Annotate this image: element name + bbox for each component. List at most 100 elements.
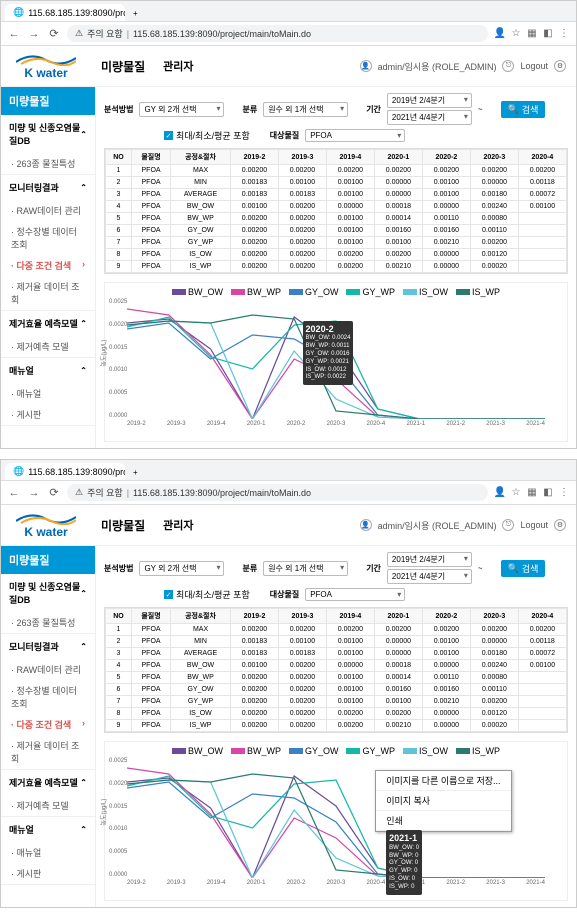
sidebar-item[interactable]: · 매뉴얼 (1, 842, 95, 863)
period-to-select[interactable]: 2021년 4/4분기 (387, 569, 472, 584)
period-from-select[interactable]: 2019년 2/4분기 (387, 93, 472, 108)
back-icon[interactable]: ← (7, 27, 21, 41)
ext-icon[interactable]: ▦ (526, 28, 538, 40)
reload-icon[interactable]: ⟳ (47, 27, 61, 41)
sidebar-item[interactable]: · 제거예측 모델 (1, 795, 95, 816)
sidebar-group[interactable]: 모니터링결과⌃ (1, 634, 95, 659)
sidebar-item[interactable]: · 게시판 (1, 863, 95, 884)
table-row[interactable]: 4PFOABW_OW0.001000.002000.000000.000180.… (106, 660, 567, 672)
table-row[interactable]: 8PFOAIS_OW0.002000.002000.002000.002000.… (106, 249, 567, 261)
table-row[interactable]: 1PFOAMAX0.002000.002000.002000.002000.00… (106, 624, 567, 636)
sidebar-item[interactable]: · 정수장별 데이터 조회 (1, 680, 95, 714)
url-bar[interactable]: ⚠주의 요함|115.68.185.139:8090/project/main/… (67, 484, 488, 501)
line-chart[interactable]: BW_OWBW_WPGY_OWGY_WPIS_OWIS_WP 농도(μg/L) … (104, 282, 568, 442)
substance-select[interactable]: PFOA (305, 129, 405, 142)
context-menu-item[interactable]: 이미지를 다른 이름으로 저장... (376, 771, 510, 791)
period-to-select[interactable]: 2021년 4/4분기 (387, 110, 472, 125)
table-row[interactable]: 9PFOAIS_WP0.002000.002000.002000.002100.… (106, 720, 567, 732)
reload-icon[interactable]: ⟳ (47, 486, 61, 500)
substance-select[interactable]: PFOA (305, 588, 405, 601)
new-tab-button[interactable]: + (125, 465, 146, 480)
settings-icon[interactable]: ⚙ (554, 519, 566, 531)
sidebar-group[interactable]: 제거효율 예측모델⌃ (1, 311, 95, 336)
legend-item[interactable]: IS_OW (403, 746, 448, 756)
sidebar-group[interactable]: 매뉴얼⌃ (1, 358, 95, 383)
back-icon[interactable]: ← (7, 486, 21, 500)
sidebar-item[interactable]: · 정수장별 데이터 조회 (1, 221, 95, 255)
sidebar-item[interactable]: · RAW데이터 관리 (1, 659, 95, 680)
table-row[interactable]: 2PFOAMIN0.001830.001000.001000.000000.00… (106, 636, 567, 648)
search-button[interactable]: 🔍검색 (501, 101, 546, 118)
legend-item[interactable]: GY_OW (289, 746, 339, 756)
sidebar-item[interactable]: · 263종 물질특성 (1, 153, 95, 174)
sidebar-group[interactable]: 미량 및 신종오염물질DB⌃ (1, 115, 95, 153)
legend-item[interactable]: BW_WP (231, 287, 281, 297)
sidebar-item[interactable]: · 제거율 데이터 조회 (1, 735, 95, 769)
sidebar-item[interactable]: · RAW데이터 관리 (1, 200, 95, 221)
legend-item[interactable]: IS_OW (403, 287, 448, 297)
menu-icon[interactable]: ⋮ (558, 28, 570, 40)
logout-icon[interactable]: ⎋ (502, 60, 514, 72)
legend-item[interactable]: BW_OW (172, 746, 223, 756)
menu-icon[interactable]: ⋮ (558, 487, 570, 499)
logout-link[interactable]: Logout (520, 61, 548, 71)
forward-icon[interactable]: → (27, 486, 41, 500)
ext2-icon[interactable]: ◧ (542, 28, 554, 40)
table-row[interactable]: 9PFOAIS_WP0.002000.002000.002000.002100.… (106, 261, 567, 273)
sidebar-item[interactable]: · 다중 조건 검색› (1, 255, 95, 276)
table-row[interactable]: 7PFOAGY_WP0.002000.002000.001000.001000.… (106, 237, 567, 249)
table-row[interactable]: 2PFOAMIN0.001830.001000.001000.000000.00… (106, 177, 567, 189)
table-row[interactable]: 4PFOABW_OW0.001000.002000.000000.000180.… (106, 201, 567, 213)
forward-icon[interactable]: → (27, 27, 41, 41)
legend-item[interactable]: IS_WP (456, 746, 500, 756)
table-row[interactable]: 5PFOABW_WP0.002000.002000.001000.000140.… (106, 672, 567, 684)
line-chart[interactable]: BW_OWBW_WPGY_OWGY_WPIS_OWIS_WP 농도(μg/L) … (104, 741, 568, 901)
profile-icon[interactable]: 👤 (494, 28, 506, 40)
include-stats-checkbox[interactable]: ✓최대/최소/평균 포함 (164, 129, 250, 142)
context-menu-item[interactable]: 이미지 복사 (376, 791, 510, 811)
legend-item[interactable]: GY_WP (346, 287, 395, 297)
table-row[interactable]: 6PFOAGY_OW0.002000.002000.001000.001600.… (106, 225, 567, 237)
table-row[interactable]: 5PFOABW_WP0.002000.002000.001000.000140.… (106, 213, 567, 225)
logout-icon[interactable]: ⎋ (502, 519, 514, 531)
star-icon[interactable]: ☆ (510, 487, 522, 499)
url-bar[interactable]: ⚠주의 요함|115.68.185.139:8090/project/main/… (67, 25, 488, 42)
table-row[interactable]: 7PFOAGY_WP0.002000.002000.001000.001000.… (106, 696, 567, 708)
legend-item[interactable]: IS_WP (456, 287, 500, 297)
profile-icon[interactable]: 👤 (494, 487, 506, 499)
table-row[interactable]: 3PFOAAVERAGE0.001830.001830.001000.00000… (106, 189, 567, 201)
context-menu-item[interactable]: 인쇄 (376, 811, 510, 831)
browser-tab[interactable]: 🌐115.68.185.139:8090/project/h× (5, 4, 125, 21)
sidebar-item[interactable]: · 제거예측 모델 (1, 336, 95, 357)
sidebar-group[interactable]: 모니터링결과⌃ (1, 175, 95, 200)
sidebar-item[interactable]: · 263종 물질특성 (1, 612, 95, 633)
type-select[interactable]: 원수 외 1개 선택 (263, 102, 348, 117)
sidebar-item[interactable]: · 다중 조건 검색› (1, 714, 95, 735)
context-menu[interactable]: 이미지를 다른 이름으로 저장...이미지 복사인쇄 (375, 770, 511, 832)
table-row[interactable]: 8PFOAIS_OW0.002000.002000.002000.002000.… (106, 708, 567, 720)
star-icon[interactable]: ☆ (510, 28, 522, 40)
browser-tab[interactable]: 🌐115.68.185.139:8090/project/h× (5, 463, 125, 480)
settings-icon[interactable]: ⚙ (554, 60, 566, 72)
table-row[interactable]: 3PFOAAVERAGE0.001830.001830.001000.00000… (106, 648, 567, 660)
period-from-select[interactable]: 2019년 2/4분기 (387, 552, 472, 567)
new-tab-button[interactable]: + (125, 6, 146, 21)
legend-item[interactable]: BW_OW (172, 287, 223, 297)
legend-item[interactable]: GY_WP (346, 746, 395, 756)
legend-item[interactable]: BW_WP (231, 746, 281, 756)
method-select[interactable]: GY 외 2개 선택 (139, 102, 224, 117)
sidebar-group[interactable]: 제거효율 예측모델⌃ (1, 770, 95, 795)
legend-item[interactable]: GY_OW (289, 287, 339, 297)
type-select[interactable]: 원수 외 1개 선택 (263, 561, 348, 576)
table-row[interactable]: 6PFOAGY_OW0.002000.002000.001000.001600.… (106, 684, 567, 696)
ext2-icon[interactable]: ◧ (542, 487, 554, 499)
sidebar-group[interactable]: 미량 및 신종오염물질DB⌃ (1, 574, 95, 612)
include-stats-checkbox[interactable]: ✓최대/최소/평균 포함 (164, 588, 250, 601)
sidebar-group[interactable]: 매뉴얼⌃ (1, 817, 95, 842)
sidebar-item[interactable]: · 매뉴얼 (1, 383, 95, 404)
method-select[interactable]: GY 외 2개 선택 (139, 561, 224, 576)
search-button[interactable]: 🔍검색 (501, 560, 546, 577)
table-row[interactable]: 1PFOAMAX0.002000.002000.002000.002000.00… (106, 165, 567, 177)
ext-icon[interactable]: ▦ (526, 487, 538, 499)
sidebar-item[interactable]: · 게시판 (1, 404, 95, 425)
